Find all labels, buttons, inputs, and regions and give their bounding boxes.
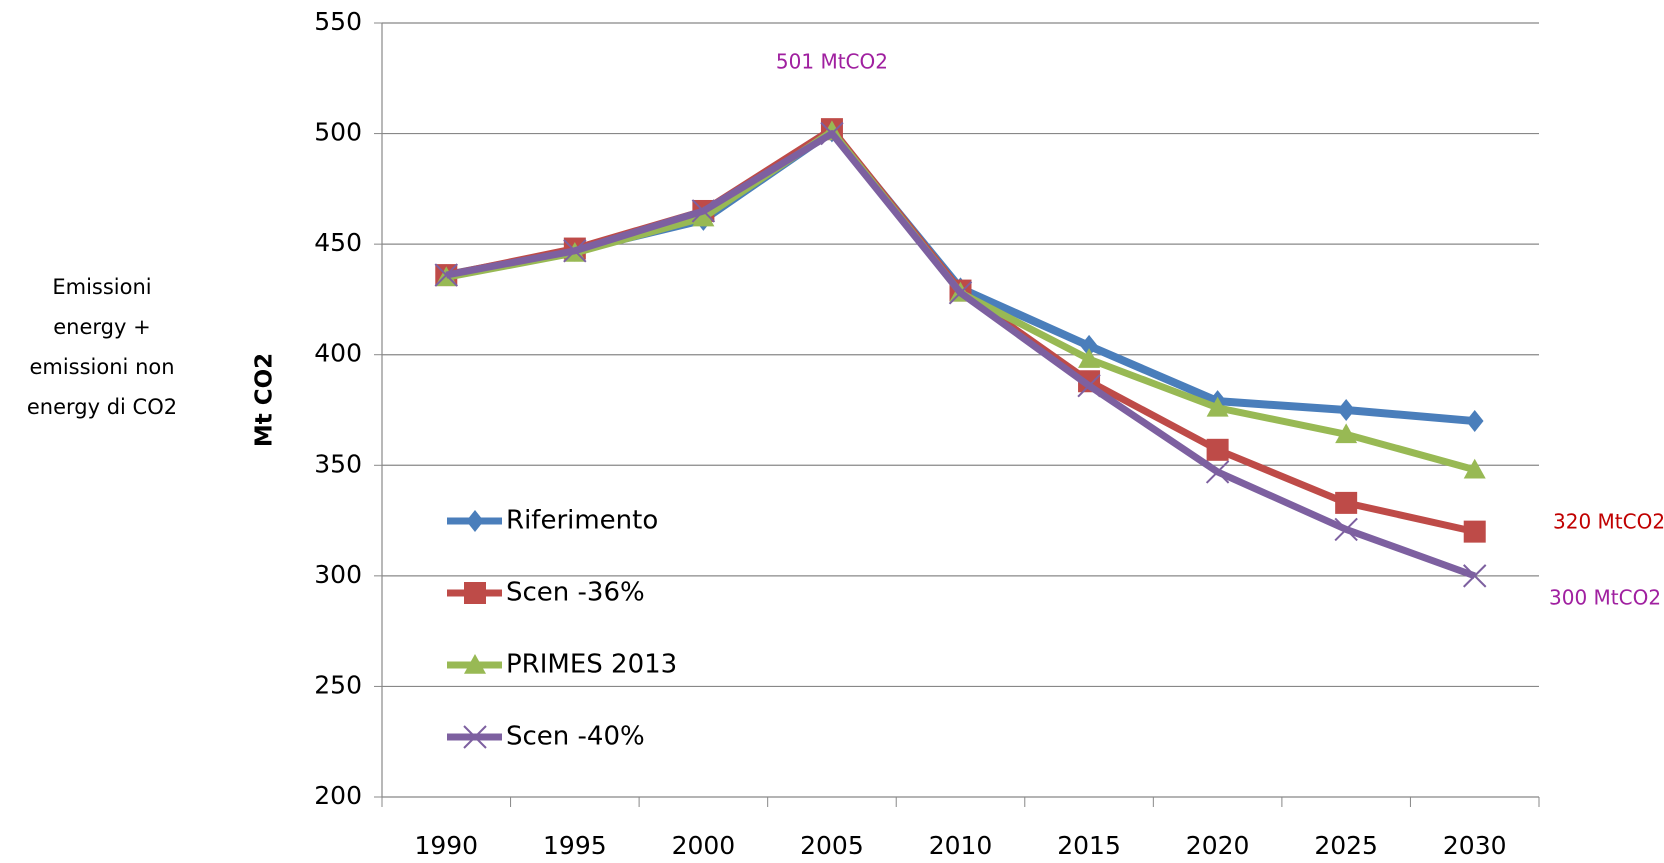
marker — [1335, 423, 1358, 444]
x-tick-label: 2005 — [800, 831, 864, 860]
x-tick-label: 2000 — [672, 831, 736, 860]
marker — [1077, 373, 1101, 398]
x-tick-label: 2015 — [1057, 831, 1121, 860]
y-tick-label: 250 — [314, 670, 362, 699]
marker — [1078, 348, 1101, 368]
marker — [1206, 438, 1229, 461]
marker — [691, 199, 716, 223]
marker — [820, 121, 844, 146]
marker — [1335, 491, 1358, 514]
x-tick-label: 2030 — [1443, 831, 1507, 860]
marker — [464, 582, 486, 604]
marker — [463, 725, 487, 749]
legend-label: Riferimento — [506, 506, 658, 536]
side-note: emissioni non — [29, 355, 174, 379]
legend-label: PRIMES 2013 — [506, 650, 677, 680]
marker — [1080, 334, 1098, 357]
marker — [434, 263, 458, 287]
side-note: energy + — [53, 315, 150, 339]
marker — [466, 510, 484, 532]
marker — [692, 206, 715, 227]
marker — [1337, 399, 1355, 421]
marker — [1463, 458, 1486, 479]
marker — [948, 281, 973, 305]
side-note: Emissioni — [52, 275, 151, 299]
marker — [1463, 564, 1487, 588]
marker — [563, 239, 587, 263]
annotation: 501 MtCO2 — [776, 50, 888, 74]
annotation: 320 MtCO2 — [1553, 510, 1664, 534]
marker — [1205, 460, 1230, 484]
marker — [464, 654, 486, 674]
marker — [1463, 520, 1486, 543]
x-tick-label: 2020 — [1186, 831, 1250, 860]
side-note: energy di CO2 — [27, 395, 177, 419]
marker — [1206, 396, 1229, 417]
y-tick-label: 500 — [314, 118, 362, 147]
y-tick-label: 550 — [314, 7, 362, 36]
marker — [1334, 517, 1358, 542]
legend-label: Scen -40% — [506, 722, 645, 752]
series-line — [445, 125, 1476, 536]
y-tick-label: 350 — [314, 449, 362, 478]
y-tick-label: 200 — [314, 781, 362, 810]
annotation: 300 MtCO2 — [1549, 586, 1661, 610]
x-tick-label: 2010 — [929, 831, 993, 860]
series-line — [445, 127, 1476, 426]
x-tick-label: 1995 — [543, 831, 607, 860]
x-tick-label: 2025 — [1314, 831, 1378, 860]
y-axis-label: Mt CO2 — [252, 353, 278, 447]
y-tick-label: 400 — [314, 339, 362, 368]
y-tick-label: 300 — [314, 560, 362, 589]
legend-label: Scen -36% — [506, 578, 645, 608]
y-tick-label: 450 — [314, 228, 362, 257]
x-tick-label: 1990 — [414, 831, 478, 860]
marker — [1465, 410, 1484, 433]
